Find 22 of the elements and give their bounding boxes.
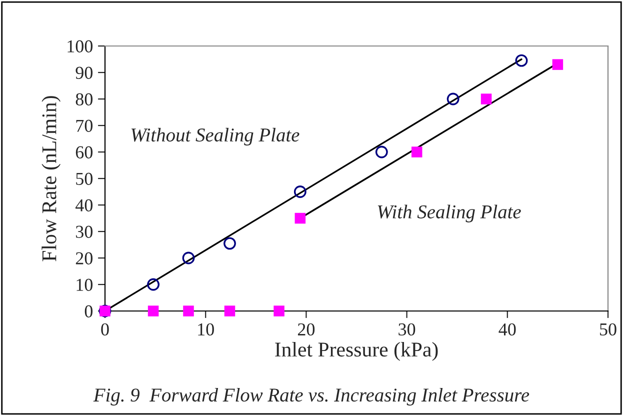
caption: Fig. 9 Forward Flow Rate vs. Increasing Inlet Pressure	[93, 388, 530, 406]
y-tick-label: 20	[76, 252, 93, 264]
annotation: Without Sealing Plate	[131, 128, 300, 146]
y-tick-label: 80	[76, 93, 93, 106]
y-axis-title: Flow Rate (nL/min)	[42, 96, 61, 262]
x-tick-label: 40	[498, 323, 516, 336]
x-tick-label: 20	[298, 323, 315, 336]
x-tick-label: 10	[198, 323, 214, 336]
x-tick-label: 50	[600, 323, 616, 336]
y-tick-label: 50	[76, 172, 93, 185]
annotation: With Sealing Plate	[378, 204, 521, 222]
x-tick-label: 0	[101, 323, 109, 336]
y-tick-label: 60	[76, 146, 93, 158]
x-axis-title: Inlet Pressure (kPa)	[275, 342, 438, 361]
y-tick-label: 10	[76, 278, 93, 291]
y-tick-label: 100	[68, 40, 93, 52]
y-tick-label: 40	[75, 199, 93, 212]
x-tick-label: 30	[398, 323, 416, 336]
y-tick-label: 0	[84, 305, 93, 318]
y-tick-label: 30	[76, 226, 93, 238]
y-tick-label: 90	[76, 66, 93, 79]
y-tick-label: 70	[76, 120, 93, 132]
